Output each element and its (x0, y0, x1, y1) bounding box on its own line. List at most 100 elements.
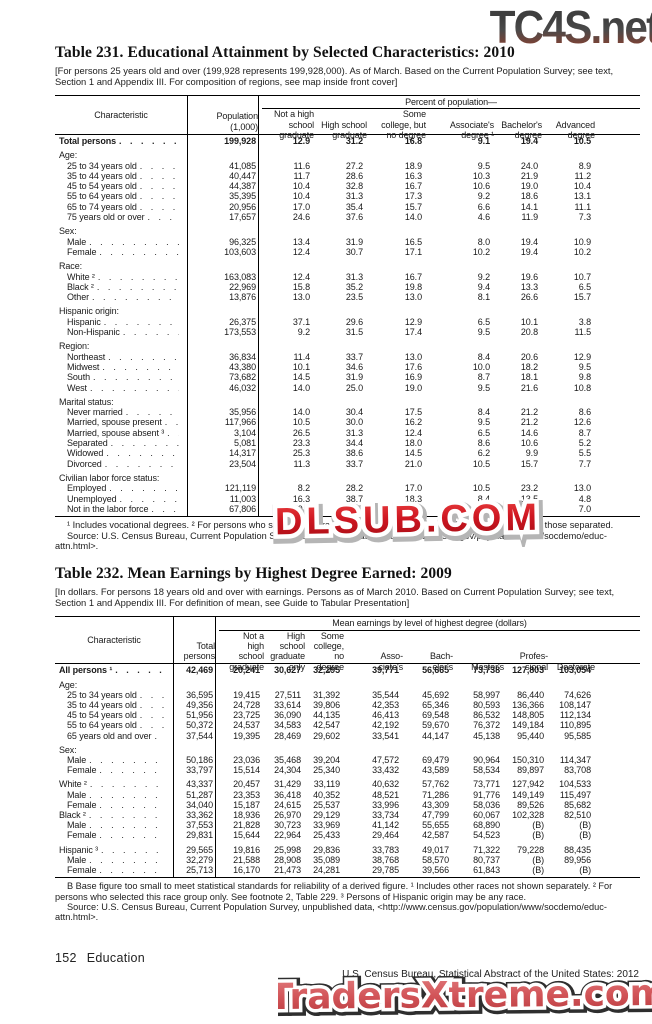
row-label: Employed (67, 483, 107, 494)
value-cell: 8.2 (297, 483, 310, 494)
page-number: 152 (55, 951, 77, 965)
row-label: Unemployed (67, 493, 117, 504)
table-row: 75 years old or over. . . . . . . . . . … (55, 212, 640, 222)
dot-leader: . . . . . . . . . . . . . . . . . . . . … (122, 327, 179, 338)
value-cell: 16.8 (404, 136, 422, 146)
dot-leader: . . . . . . . . . . . . . . . . . . . . … (108, 351, 179, 362)
value-cell: 8.7 (477, 372, 490, 383)
value-cell: 9.5 (477, 382, 490, 393)
table-row: 35 to 44 years old. . . . . . . . . . . … (55, 700, 640, 710)
row-label: Age: (59, 679, 78, 690)
value-cell: 65,346 (422, 699, 449, 710)
value-cell: 31.5 (345, 327, 363, 338)
table-row: 65 to 74 years old. . . . . . . . . . . … (55, 202, 640, 212)
value-cell: 95,440 (517, 730, 544, 741)
value-cell: 31.3 (345, 191, 363, 202)
value-cell: 20.8 (520, 327, 538, 338)
value-cell: 32.8 (345, 181, 363, 192)
table-section-row: Civilian labor force status: (55, 473, 640, 483)
value-cell: 31,392 (313, 689, 340, 700)
value-cell: 12.9 (292, 136, 310, 146)
value-cell: 8.6 (477, 438, 490, 449)
value-cell: (B) (532, 820, 544, 831)
value-cell: 16.2 (404, 417, 422, 428)
table-row: Hispanic. . . . . . . . . . . . . . . . … (55, 317, 640, 327)
value-cell: 33,541 (372, 730, 399, 741)
value-cell: 17.3 (404, 191, 422, 202)
value-cell: 8.4 (477, 493, 490, 504)
value-cell: 14.5 (292, 372, 310, 383)
value-cell: 61,843 (473, 864, 500, 875)
value-cell: 27,511 (274, 689, 301, 700)
value-cell: 15.7 (520, 458, 538, 469)
value-cell: 42,587 (422, 830, 449, 841)
table232-header: Characteristic Total persons Mean earnin… (55, 617, 640, 672)
value-cell: 79,228 (517, 844, 544, 855)
value-cell: 112,134 (559, 710, 591, 721)
dot-leader: . . . . . . . . . . . . . . . . . . . . … (97, 271, 179, 282)
value-cell: 31.9 (345, 372, 363, 383)
table-row: Unemployed. . . . . . . . . . . . . . . … (55, 494, 640, 504)
row-label: 55 to 64 years old (67, 720, 137, 731)
value-cell: 4.6 (477, 212, 490, 223)
column-header: Some college, but no degree (381, 109, 426, 140)
value-cell: 29,785 (372, 864, 399, 875)
value-cell: 46,032 (229, 382, 256, 393)
value-cell: 32,279 (186, 854, 213, 865)
table232-footnote: B Base figure too small to meet statisti… (55, 881, 613, 902)
row-label: Midwest (67, 361, 100, 372)
value-cell: 45,692 (422, 689, 449, 700)
value-cell: 95,585 (564, 730, 591, 741)
value-cell: 41,142 (372, 820, 399, 831)
value-cell: 10.3 (472, 170, 490, 181)
row-label: 65 to 74 years old (67, 201, 137, 212)
table-section-row: Hispanic origin: (55, 306, 640, 316)
table-row: Employed. . . . . . . . . . . . . . . . … (55, 483, 640, 493)
value-cell: 8.6 (578, 407, 591, 418)
dot-leader: . . . . . . . . . . . . . . . . . . . . … (119, 136, 179, 146)
value-cell: 6.6 (477, 201, 490, 212)
value-cell: 110,895 (559, 720, 591, 731)
value-cell: 38.7 (345, 493, 363, 504)
value-cell: 74,626 (564, 689, 591, 700)
value-cell: 21.0 (404, 458, 422, 469)
value-cell: 71,286 (422, 789, 449, 800)
value-cell: 42,547 (313, 720, 340, 731)
value-cell: 13.0 (404, 351, 422, 362)
value-cell: 38,768 (372, 854, 399, 865)
row-label: Male (67, 754, 87, 765)
row-label: Male (67, 820, 87, 831)
value-cell: 10.1 (520, 316, 538, 327)
value-cell: 12.9 (573, 351, 591, 362)
row-label: Race: (59, 261, 83, 272)
table-section-row: Age: (55, 150, 640, 160)
table-row: Male. . . . . . . . . . . . . . . . . . … (55, 855, 640, 865)
value-cell: 33,783 (372, 844, 399, 855)
value-cell: 29,836 (313, 844, 340, 855)
value-cell: 9.4 (477, 281, 490, 292)
value-cell: 173,553 (224, 327, 256, 338)
value-cell: 30,627 (274, 665, 301, 676)
value-cell: 9.5 (578, 361, 591, 372)
value-cell: 25,537 (313, 799, 340, 810)
column-header: Not a high school graduate (273, 109, 314, 140)
table232-column-headers: Not a high school graduate High school gr… (219, 631, 640, 674)
value-cell: 115,497 (559, 789, 591, 800)
value-cell: 17.1 (404, 246, 422, 257)
value-cell: 10.1 (292, 361, 310, 372)
percent-group-header: Percent of population— Not a high school… (262, 96, 640, 140)
row-label: White ² (59, 779, 87, 790)
value-cell: 36,090 (274, 710, 301, 721)
value-cell: 26.5 (292, 427, 310, 438)
value-cell: 15.8 (292, 281, 310, 292)
row-label: 45 to 54 years old (67, 181, 137, 192)
value-cell: 5.2 (578, 438, 591, 449)
total-persons-header: Total persons (183, 640, 215, 662)
table232-divider-1 (173, 617, 174, 878)
value-cell: 30.0 (345, 417, 363, 428)
dot-leader: . . . . . . . . . . . . . . . . . . . . … (139, 710, 165, 721)
value-cell: 121,119 (224, 483, 256, 494)
value-cell: 33,432 (372, 765, 399, 776)
column-header: High school graduate only (270, 630, 305, 672)
table-row: Total persons. . . . . . . . . . . . . .… (55, 136, 640, 146)
